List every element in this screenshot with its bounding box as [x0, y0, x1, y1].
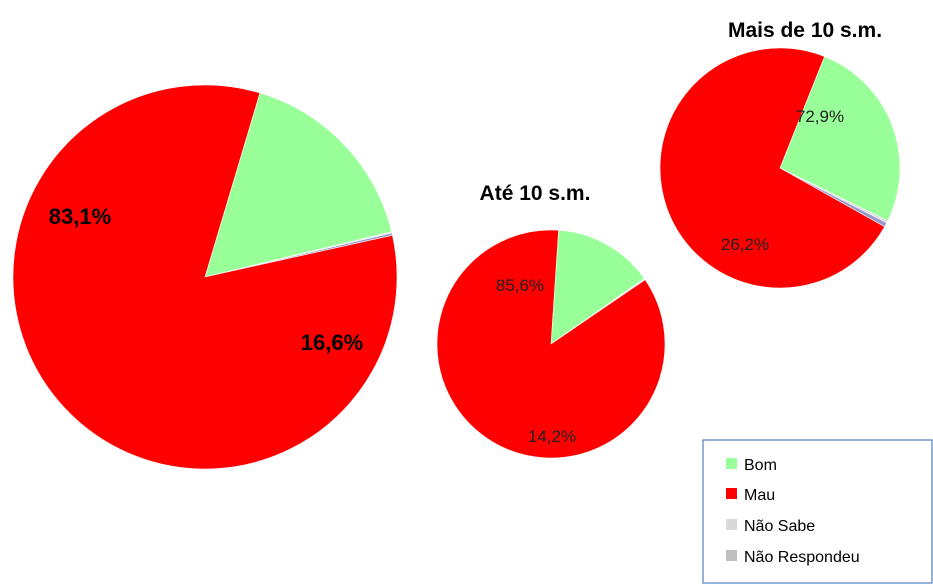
legend-label-mau: Mau: [744, 487, 775, 504]
legend-item-nao-sabe: Não Sabe: [726, 518, 815, 535]
pie-mais-de-10-sm: 26,2% 72,9%: [659, 47, 901, 289]
data-label-bom: 14,2%: [528, 427, 576, 446]
legend: Bom Mau Não Sabe Não Respondeu: [702, 439, 933, 584]
data-label-mau: 72,9%: [796, 107, 844, 126]
data-label-bom: 26,2%: [721, 235, 769, 254]
data-label-mau: 85,6%: [496, 276, 544, 295]
legend-swatch-bom: [726, 458, 737, 469]
pie-slice-bom: [550, 229, 645, 345]
data-label-mau: 83,1%: [49, 204, 111, 229]
legend-item-bom: Bom: [726, 457, 777, 474]
legend-label-nao-sabe: Não Sabe: [744, 518, 815, 535]
legend-swatch-mau: [726, 488, 737, 499]
legend-label-bom: Bom: [744, 457, 777, 474]
legend-item-nao-respondeu: Não Respondeu: [726, 549, 860, 566]
pie-slice-mau: [436, 229, 666, 459]
pie-slice-mau: [12, 84, 398, 470]
pie-slice-mau: [659, 47, 886, 289]
pie-slice-bom: [779, 56, 901, 222]
pie-title-ate-10: Até 10 s.m.: [480, 182, 591, 205]
legend-frame: [702, 439, 933, 584]
pie-overall: 16,6% 83,1%: [12, 84, 398, 470]
pie-slice-bom: [204, 92, 392, 278]
legend-item-mau: Mau: [726, 487, 775, 504]
data-label-bom: 16,6%: [301, 330, 363, 355]
legend-swatch-nao-sabe: [726, 519, 737, 530]
legend-swatch-nao-respondeu: [726, 550, 737, 561]
pie-ate-10-sm: 14,2% 85,6%: [436, 229, 666, 459]
legend-label-nao-respondeu: Não Respondeu: [744, 549, 860, 566]
pie-title-mais-de-10: Mais de 10 s.m.: [728, 19, 882, 42]
